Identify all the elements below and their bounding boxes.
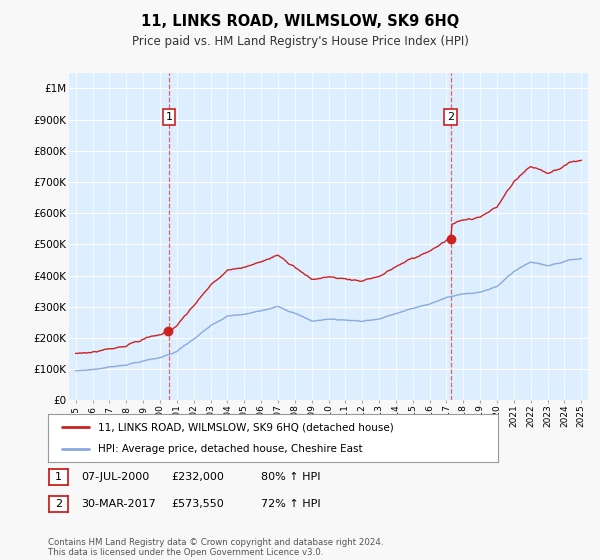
Text: 11, LINKS ROAD, WILMSLOW, SK9 6HQ: 11, LINKS ROAD, WILMSLOW, SK9 6HQ (141, 14, 459, 29)
Text: £232,000: £232,000 (171, 472, 224, 482)
Text: 1: 1 (166, 112, 173, 122)
Text: 07-JUL-2000: 07-JUL-2000 (81, 472, 149, 482)
Text: 2: 2 (447, 112, 454, 122)
Text: Contains HM Land Registry data © Crown copyright and database right 2024.
This d: Contains HM Land Registry data © Crown c… (48, 538, 383, 557)
Text: 72% ↑ HPI: 72% ↑ HPI (261, 499, 320, 509)
Text: 30-MAR-2017: 30-MAR-2017 (81, 499, 156, 509)
Text: 80% ↑ HPI: 80% ↑ HPI (261, 472, 320, 482)
Text: 11, LINKS ROAD, WILMSLOW, SK9 6HQ (detached house): 11, LINKS ROAD, WILMSLOW, SK9 6HQ (detac… (97, 422, 393, 432)
Text: 1: 1 (55, 472, 62, 482)
Text: HPI: Average price, detached house, Cheshire East: HPI: Average price, detached house, Ches… (97, 444, 362, 454)
Text: 2: 2 (55, 499, 62, 509)
Text: £573,550: £573,550 (171, 499, 224, 509)
Text: Price paid vs. HM Land Registry's House Price Index (HPI): Price paid vs. HM Land Registry's House … (131, 35, 469, 48)
